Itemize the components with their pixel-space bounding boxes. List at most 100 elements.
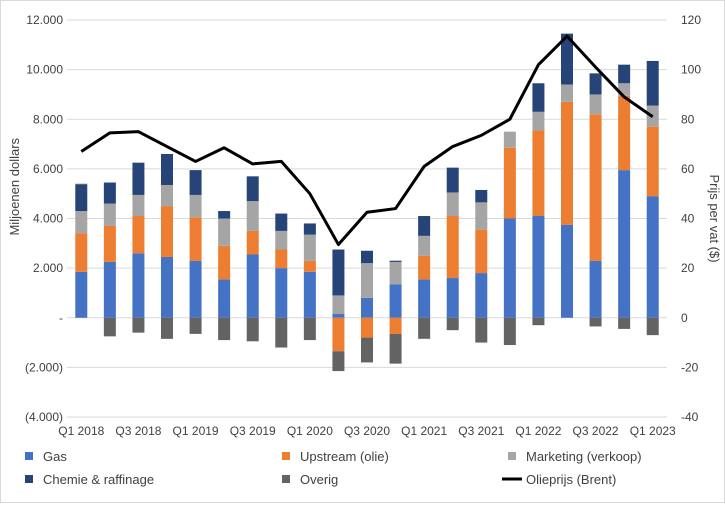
bar-segment-chemie-raffinage (218, 211, 231, 219)
bar-segment-upstream-olie (189, 217, 202, 261)
legend-label-overig: Overig (300, 472, 338, 487)
bar-segment-gas (475, 273, 488, 318)
bar-segment-gas (618, 170, 631, 318)
x-tick-label: Q1 2018 (58, 424, 104, 438)
legend-swatch-overig (282, 475, 290, 483)
bar-segment-gas (389, 284, 402, 318)
y-tick-label: - (59, 311, 63, 325)
bar-segment-overig (161, 317, 173, 339)
bar-segment-upstream-olie (389, 317, 402, 334)
y-tick-label: 10.000 (26, 63, 63, 77)
bar-segment-upstream-olie (275, 249, 288, 269)
bar-segment-gas (332, 314, 345, 318)
bar-segment-chemie-raffinage (389, 260, 402, 262)
bar-segment-gas (561, 224, 573, 318)
bar-segment-marketing-verkoop (503, 131, 516, 148)
bar-segment-overig (361, 337, 373, 363)
bar-segment-marketing-verkoop (332, 295, 345, 315)
x-tick-label: Q3 2021 (458, 424, 504, 438)
bar-segment-upstream-olie (618, 95, 631, 171)
bar-segment-chemie-raffinage (189, 170, 202, 195)
y-tick-label: 2.000 (33, 261, 63, 275)
y-tick-label: (4.000) (25, 410, 63, 424)
bar-segment-overig (589, 317, 602, 327)
y-tick-label: 6.000 (33, 162, 63, 176)
bar-segment-upstream-olie (161, 206, 173, 257)
legend-label-marketing-verkoop: Marketing (verkoop) (526, 449, 642, 464)
y2-tick-label: 120 (681, 13, 701, 27)
bar-segment-marketing-verkoop (589, 94, 602, 115)
bar-segment-overig (503, 317, 516, 346)
bar-segment-overig (532, 317, 545, 326)
bar-segment-chemie-raffinage (589, 73, 602, 95)
bar-segment-overig (246, 317, 259, 342)
bar-segment-marketing-verkoop (446, 192, 459, 217)
y2-tick-label: 100 (681, 63, 701, 77)
bar-segment-chemie-raffinage (646, 60, 659, 106)
y-tick-label: 8.000 (33, 112, 63, 126)
bar-segment-overig (75, 183, 88, 186)
bar-segment-gas (103, 261, 116, 318)
bar-segment-chemie-raffinage (246, 176, 259, 202)
legend-label-upstream-olie: Upstream (olie) (300, 449, 389, 464)
bar-segment-overig (132, 317, 145, 333)
legend-swatch-marketing-verkoop (508, 452, 516, 460)
bar-segment-gas (218, 279, 231, 318)
x-tick-label: Q1 2022 (515, 424, 561, 438)
bar-segment-marketing-verkoop (161, 185, 173, 207)
bar-segment-overig (389, 333, 402, 364)
bar-segment-gas (132, 253, 145, 318)
bar-segment-gas (532, 216, 545, 318)
bar-segment-overig (475, 317, 488, 343)
x-tick-label: Q3 2019 (230, 424, 276, 438)
bar-segment-marketing-verkoop (475, 202, 488, 230)
bar-segment-upstream-olie (418, 255, 431, 280)
bar-segment-marketing-verkoop (218, 218, 231, 246)
bar-segment-chemie-raffinage (475, 189, 488, 203)
bar-segment-chemie-raffinage (561, 33, 573, 85)
bar-segment-chemie-raffinage (361, 250, 373, 264)
y2-axis-title: Prijs per vat ($) (707, 174, 722, 262)
bar-segment-overig (332, 351, 345, 372)
y2-tick-label: -20 (681, 360, 699, 374)
bar-segment-gas (75, 271, 88, 318)
bar-segment-chemie-raffinage (303, 223, 316, 235)
bar-segment-upstream-olie (246, 230, 259, 255)
bar-segment-chemie-raffinage (418, 216, 431, 236)
legend-swatch-gas (25, 452, 33, 460)
y2-tick-label: 80 (681, 112, 695, 126)
bar-segment-chemie-raffinage (275, 213, 288, 231)
bar-segment-marketing-verkoop (132, 194, 145, 217)
bar-segment-upstream-olie (561, 101, 573, 225)
bar-segment-overig (218, 317, 231, 341)
bar-segment-gas (503, 218, 516, 318)
y-tick-label: (2.000) (25, 360, 63, 374)
legend-label-gas: Gas (43, 449, 67, 464)
bar-segment-overig (418, 317, 431, 339)
y2-tick-label: 40 (681, 212, 695, 226)
bar-segment-gas (446, 278, 459, 318)
bar-segment-upstream-olie (646, 126, 659, 197)
x-tick-label: Q1 2023 (630, 424, 676, 438)
bar-segment-upstream-olie (332, 317, 345, 352)
x-tick-label: Q1 2020 (287, 424, 333, 438)
line-series-olieprijs (80, 34, 654, 247)
bar-segment-marketing-verkoop (189, 194, 202, 218)
bar-segment-upstream-olie (446, 216, 459, 279)
x-tick-label: Q3 2022 (573, 424, 619, 438)
bar-segment-chemie-raffinage (75, 185, 88, 212)
bar-segment-gas (275, 268, 288, 318)
bar-segment-upstream-olie (589, 114, 602, 261)
x-tick-label: Q1 2019 (173, 424, 219, 438)
bar-segment-upstream-olie (532, 130, 545, 217)
bar-segment-chemie-raffinage (332, 249, 345, 296)
y-tick-label: 4.000 (33, 212, 63, 226)
bar-segment-upstream-olie (361, 317, 373, 338)
bar-segment-marketing-verkoop (418, 235, 431, 256)
legend-label-chemie-raffinage: Chemie & raffinage (43, 472, 154, 487)
axes: (4.000) (2.000) - 2.000 4.000 6.000 8.000 10.00… (25, 13, 701, 438)
y2-tick-label: 60 (681, 162, 695, 176)
bar-segment-upstream-olie (503, 147, 516, 219)
